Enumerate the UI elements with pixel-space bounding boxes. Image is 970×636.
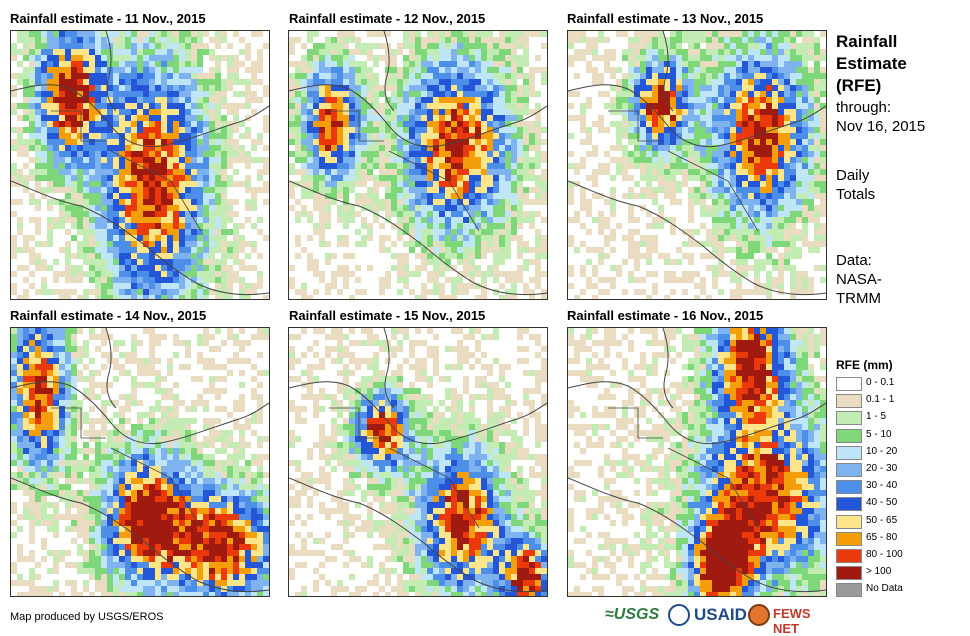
legend-label: 1 - 5 bbox=[866, 411, 886, 422]
totals-line-1: Daily bbox=[836, 166, 869, 185]
legend-swatch bbox=[836, 411, 862, 425]
usaid-seal-icon bbox=[668, 604, 690, 626]
legend-swatch bbox=[836, 394, 862, 408]
totals-line-2: Totals bbox=[836, 185, 875, 204]
usaid-logo: USAID bbox=[694, 605, 747, 625]
panel-title-3: Rainfall estimate - 13 Nov., 2015 bbox=[567, 11, 763, 26]
rainfall-raster bbox=[11, 328, 269, 596]
rainfall-map-2 bbox=[288, 30, 548, 300]
rainfall-raster bbox=[568, 328, 826, 596]
through-label: through: bbox=[836, 98, 891, 117]
heading-line-3: (RFE) bbox=[836, 75, 907, 97]
legend-label: No Data bbox=[866, 583, 903, 594]
rainfall-raster bbox=[568, 31, 826, 299]
legend-label: 10 - 20 bbox=[866, 446, 897, 457]
legend-swatch bbox=[836, 446, 862, 460]
rainfall-map-4 bbox=[10, 327, 270, 597]
legend-swatch bbox=[836, 429, 862, 443]
legend-title: RFE (mm) bbox=[836, 358, 893, 372]
legend-swatch bbox=[836, 515, 862, 529]
legend-label: 80 - 100 bbox=[866, 549, 903, 560]
panel-title-1: Rainfall estimate - 11 Nov., 2015 bbox=[10, 11, 206, 26]
panel-title-2: Rainfall estimate - 12 Nov., 2015 bbox=[289, 11, 485, 26]
legend-heading: Rainfall Estimate (RFE) bbox=[836, 31, 907, 97]
heading-line-1: Rainfall bbox=[836, 31, 907, 53]
rainfall-map-3 bbox=[567, 30, 827, 300]
legend-label: 5 - 10 bbox=[866, 429, 892, 440]
rainfall-map-6 bbox=[567, 327, 827, 597]
rainfall-map-1 bbox=[10, 30, 270, 300]
data-label: Data: bbox=[836, 251, 872, 270]
fews-net-seal-icon bbox=[748, 604, 770, 626]
rainfall-map-5 bbox=[288, 327, 548, 597]
data-source-line-2: TRMM bbox=[836, 289, 881, 308]
legend-swatch bbox=[836, 497, 862, 511]
panel-title-5: Rainfall estimate - 15 Nov., 2015 bbox=[289, 308, 485, 323]
legend-swatch bbox=[836, 583, 862, 597]
data-source-line-1: NASA- bbox=[836, 270, 882, 289]
rainfall-raster bbox=[289, 31, 547, 299]
legend-label: > 100 bbox=[866, 566, 891, 577]
through-date: Nov 16, 2015 bbox=[836, 117, 925, 136]
legend-label: 0 - 0.1 bbox=[866, 377, 894, 388]
legend-label: 65 - 80 bbox=[866, 532, 897, 543]
panel-title-6: Rainfall estimate - 16 Nov., 2015 bbox=[567, 308, 763, 323]
panel-title-4: Rainfall estimate - 14 Nov., 2015 bbox=[10, 308, 206, 323]
legend-label: 20 - 30 bbox=[866, 463, 897, 474]
legend-swatch bbox=[836, 463, 862, 477]
rainfall-raster bbox=[289, 328, 547, 596]
rainfall-raster bbox=[11, 31, 269, 299]
legend-label: 0.1 - 1 bbox=[866, 394, 894, 405]
legend-label: 30 - 40 bbox=[866, 480, 897, 491]
legend-swatch bbox=[836, 377, 862, 391]
legend-swatch bbox=[836, 566, 862, 580]
legend-label: 50 - 65 bbox=[866, 515, 897, 526]
legend-label: 40 - 50 bbox=[866, 497, 897, 508]
legend-swatch bbox=[836, 480, 862, 494]
usgs-logo: ≈USGS bbox=[605, 606, 659, 624]
heading-line-2: Estimate bbox=[836, 53, 907, 75]
legend-swatch bbox=[836, 532, 862, 546]
fews-net-logo: FEWS NET bbox=[773, 606, 811, 636]
map-credit: Map produced by USGS/EROS bbox=[10, 611, 163, 623]
legend-swatch bbox=[836, 549, 862, 563]
